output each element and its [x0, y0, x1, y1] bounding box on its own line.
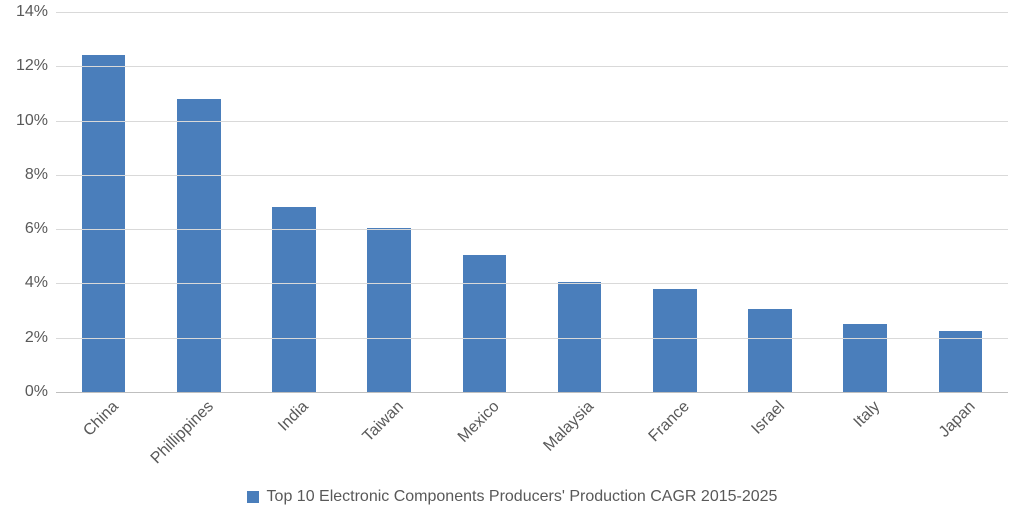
gridline	[56, 12, 1008, 13]
bar	[82, 55, 126, 392]
y-tick-label: 14%	[16, 3, 56, 21]
bar	[272, 207, 316, 392]
legend: Top 10 Electronic Components Producers' …	[0, 488, 1024, 506]
x-tick-label: Japan	[936, 398, 980, 442]
x-tick-label: Italy	[850, 398, 883, 431]
bars-layer	[56, 12, 1008, 392]
x-tick-label: Phillippines	[148, 398, 218, 468]
x-axis-labels: China Phillippines India Taiwan Mexico Malays…	[56, 398, 1008, 478]
legend-swatch	[247, 491, 259, 503]
y-tick-label: 12%	[16, 57, 56, 75]
cagr-bar-chart: 0%2%4%6%8%10%12%14% ChinaPhillippinesInd…	[0, 0, 1024, 520]
y-tick-label: 2%	[25, 329, 56, 347]
y-tick-label: 4%	[25, 274, 56, 292]
gridline	[56, 338, 1008, 339]
gridline	[56, 66, 1008, 67]
gridline	[56, 175, 1008, 176]
x-tick-label: India	[275, 398, 312, 435]
x-tick-label: Malaysia	[541, 398, 598, 455]
gridline	[56, 283, 1008, 284]
gridline	[56, 229, 1008, 230]
bar	[177, 99, 221, 392]
bar	[843, 324, 887, 392]
y-tick-label: 10%	[16, 112, 56, 130]
bar	[653, 289, 697, 392]
y-tick-label: 0%	[25, 383, 56, 401]
legend-label: Top 10 Electronic Components Producers' …	[267, 488, 778, 506]
plot-area: 0%2%4%6%8%10%12%14%	[56, 12, 1008, 393]
y-tick-label: 8%	[25, 166, 56, 184]
x-tick-label: China	[80, 398, 122, 440]
x-tick-label: France	[646, 398, 694, 446]
bar	[367, 228, 411, 392]
gridline	[56, 121, 1008, 122]
bar	[748, 309, 792, 392]
x-tick-label: Israel	[748, 398, 788, 438]
x-tick-label: Taiwan	[360, 398, 408, 446]
x-tick-label: Mexico	[455, 398, 504, 447]
y-tick-label: 6%	[25, 220, 56, 238]
bar	[939, 331, 983, 392]
bar	[463, 255, 507, 392]
